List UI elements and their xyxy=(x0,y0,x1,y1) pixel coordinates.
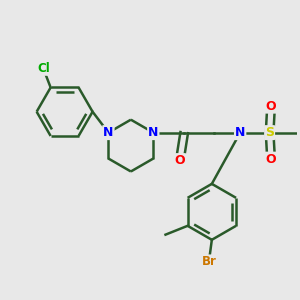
Text: O: O xyxy=(175,154,185,167)
Text: N: N xyxy=(103,126,114,139)
Text: N: N xyxy=(235,126,245,139)
Text: Cl: Cl xyxy=(37,62,50,75)
Text: Br: Br xyxy=(202,255,216,268)
Text: S: S xyxy=(265,126,274,139)
Text: O: O xyxy=(266,153,276,166)
Text: O: O xyxy=(266,100,276,112)
Text: N: N xyxy=(148,126,158,139)
